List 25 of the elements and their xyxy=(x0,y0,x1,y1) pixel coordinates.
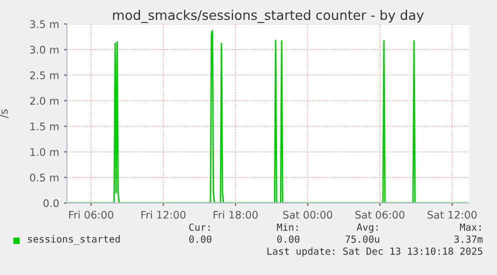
x-tick-label: Sat 00:00 xyxy=(283,210,332,219)
y-tick-label: 0.5 m xyxy=(30,174,58,182)
text: Avg: xyxy=(356,224,378,233)
text: 3.37m xyxy=(454,235,483,243)
y-tick-label: 2.5 m xyxy=(30,71,58,80)
y-tick-label: 3.0 m xyxy=(30,46,58,54)
text: 0.00 xyxy=(277,235,300,243)
text: Last update: Sat Dec 13 13:10:18 2025 xyxy=(267,247,482,257)
y-tick-label: 2.0 m xyxy=(30,96,58,105)
text: 75.00u xyxy=(346,235,380,243)
chart-title: mod_smacks/sessions_started counter - by day xyxy=(113,10,424,23)
text: Max: xyxy=(460,224,481,231)
text: 0.00 xyxy=(189,235,212,243)
legend-label: sessions_started xyxy=(28,235,120,245)
x-tick-label: Sat 12:00 xyxy=(428,210,477,219)
y-tick-label: 1.5 m xyxy=(30,122,58,130)
x-tick-label: Fri 06:00 xyxy=(69,210,114,219)
x-tick-label: Fri 18:00 xyxy=(214,210,258,219)
y-tick-label: 0.0 xyxy=(43,199,59,208)
y-tick-label: 1.0 m xyxy=(30,148,58,156)
x-tick-label: Fri 12:00 xyxy=(141,210,186,219)
x-tick-label: Sat 06:00 xyxy=(355,210,404,219)
text: Min: xyxy=(276,223,298,231)
text: Cur: xyxy=(189,223,210,231)
y-tick-label: 3.5 m xyxy=(30,20,58,28)
